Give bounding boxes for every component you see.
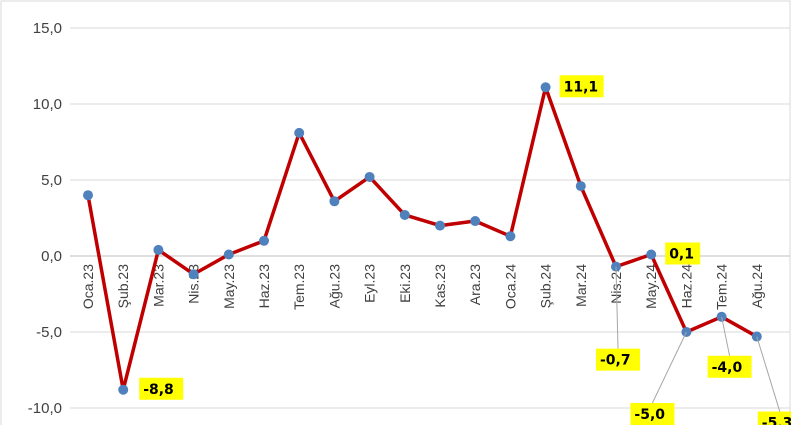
data-point <box>188 269 199 280</box>
y-tick-label: 10,0 <box>33 96 62 113</box>
data-label: 0,1 <box>669 246 694 262</box>
x-tick-label: Mar.23 <box>150 264 166 307</box>
label-leader-lines <box>615 266 781 412</box>
data-label: -5,0 <box>634 407 665 423</box>
x-axis: Oca.23 Şub.23 Mar.23 Nis.23 May.23 Haz.23 Tem.… <box>80 264 765 310</box>
series-line-path <box>86 85 758 392</box>
data-label-box <box>559 75 604 98</box>
data-point <box>540 82 551 93</box>
data-labels: -8,8 11,1 -0,7 0,1 -5,0 -4,0 -5,3 <box>139 75 791 425</box>
data-label-box <box>707 355 752 378</box>
data-label: -4,0 <box>712 360 743 376</box>
data-point <box>399 209 410 220</box>
data-label-box <box>139 377 184 400</box>
data-point <box>575 181 586 192</box>
data-point <box>223 249 234 260</box>
data-label: -8,8 <box>143 382 174 398</box>
x-tick-label: Şub.24 <box>538 264 554 309</box>
x-tick-label: Şub.23 <box>115 264 131 309</box>
x-tick-label: May.23 <box>221 264 237 309</box>
data-point <box>364 171 375 182</box>
data-label-box <box>757 411 791 425</box>
x-tick-label: Tem.24 <box>714 264 730 310</box>
x-tick-label: Mar.24 <box>573 264 589 307</box>
x-tick-label: Kas.23 <box>432 264 448 308</box>
data-point <box>294 127 305 138</box>
y-tick-label: 5,0 <box>41 172 62 189</box>
x-tick-label: Eyl.23 <box>362 264 378 303</box>
data-point <box>435 220 445 231</box>
y-tick-label: -5,0 <box>36 324 62 341</box>
x-tick-label: Oca.24 <box>502 264 518 309</box>
data-label: -0,7 <box>600 353 631 369</box>
y-axis: -10,0 -5,0 0,0 5,0 10,0 15,0 <box>28 20 62 417</box>
data-label-box <box>596 348 640 371</box>
x-tick-label: Eki.23 <box>397 264 413 303</box>
data-label-box <box>630 403 675 425</box>
data-label-box <box>665 242 701 265</box>
data-point <box>470 216 481 227</box>
label-leader-line <box>756 336 781 412</box>
data-point <box>505 231 516 242</box>
x-tick-label: Ara.23 <box>467 264 483 305</box>
x-tick-label: May.24 <box>643 264 659 309</box>
series-line <box>83 82 762 395</box>
data-label: 11,1 <box>564 79 599 95</box>
data-point <box>646 249 657 260</box>
x-tick-label: Tem.23 <box>291 264 307 310</box>
y-tick-label: -10,0 <box>28 400 62 417</box>
x-tick-label: Ağu.23 <box>326 264 342 309</box>
x-tick-label: Haz.23 <box>256 264 272 309</box>
y-tick-label: 0,0 <box>41 248 62 265</box>
x-tick-label: Haz.24 <box>678 264 694 309</box>
x-tick-label: Oca.23 <box>80 264 96 309</box>
data-label: -5,3 <box>762 416 791 425</box>
data-point <box>118 384 129 395</box>
gridlines <box>70 27 790 409</box>
x-tick-label: Ağu.24 <box>749 264 765 309</box>
y-tick-label: 15,0 <box>33 20 62 37</box>
label-leader-line <box>651 331 687 404</box>
data-point <box>259 235 269 246</box>
label-leader-line <box>721 316 731 356</box>
label-leader-line <box>615 266 619 349</box>
data-point <box>83 190 93 201</box>
data-point <box>153 244 164 255</box>
data-point <box>329 196 340 207</box>
